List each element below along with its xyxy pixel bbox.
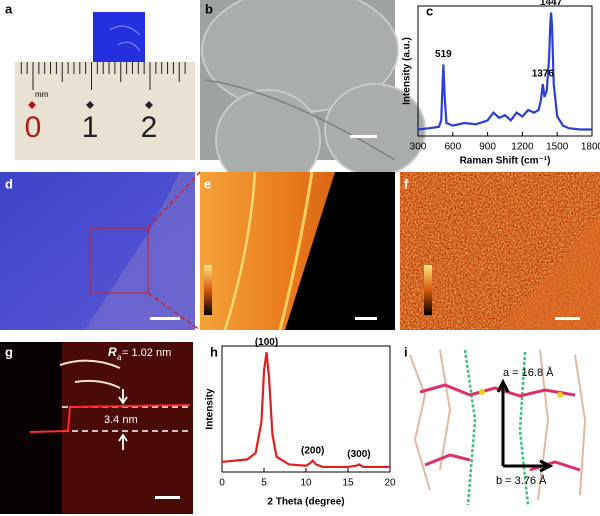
ruler-ticks	[20, 62, 186, 90]
y-axis-label: Intensity	[205, 388, 216, 430]
scale-bar	[555, 317, 580, 320]
alkyl-chain	[409, 349, 587, 501]
ruler-unit: mm	[35, 90, 49, 99]
panel-label: b	[205, 1, 213, 16]
ruler-digit: 0	[25, 111, 42, 144]
step-height: 3.4 nm	[104, 414, 138, 426]
panel-label: f	[404, 176, 409, 191]
afm-edge	[59, 359, 121, 389]
scale-bar	[350, 135, 377, 138]
lattice-arrow	[496, 378, 510, 466]
x-tick-label: 1800	[581, 142, 600, 153]
data-line	[221, 352, 390, 469]
panel-b-tem	[200, 0, 426, 191]
ruler-marker	[145, 101, 153, 109]
ruler	[15, 62, 195, 160]
panel-a-photo: mm 0 1 2	[15, 12, 195, 160]
panel-g-afm: R a = 1.02 nm 3.4 nm	[0, 342, 193, 514]
ruler-marker	[86, 101, 94, 109]
scale-bar	[355, 317, 377, 320]
ruler-marker	[28, 101, 36, 109]
substrate	[285, 172, 395, 330]
panel-e-afm	[200, 171, 395, 331]
plot-frame	[417, 5, 593, 137]
panel-label: h	[210, 344, 218, 359]
side-chain	[463, 349, 530, 506]
lattice-arrow	[503, 459, 554, 473]
substrate	[0, 342, 62, 514]
x-tick-label: 300	[410, 142, 427, 153]
x-axis-label: Raman Shift (cm⁻¹)	[460, 156, 551, 167]
x-tick-label: 5	[261, 478, 267, 489]
x-tick-label: 900	[479, 142, 496, 153]
x-tick-label: 1500	[546, 142, 569, 153]
ruler-digit: 1	[82, 111, 99, 144]
zoom-line	[147, 171, 201, 229]
panel-f-phase	[400, 172, 600, 330]
height-profile	[29, 404, 191, 433]
sulfur-atom	[479, 389, 485, 395]
film-texture	[109, 25, 141, 52]
arrow	[118, 389, 128, 405]
x-tick-label: 0	[219, 478, 225, 489]
roughness-symbol: R	[108, 345, 117, 359]
backbone	[419, 383, 576, 398]
lattice-b: b = 3.76 Å	[496, 474, 547, 487]
tem-edge	[204, 79, 396, 161]
panel-i-structure: a = 16.8 Å b = 3.76 Å	[409, 349, 587, 506]
sulfur-atom	[557, 392, 563, 398]
ruler-digit: 2	[141, 111, 158, 144]
afm-edge	[223, 171, 257, 331]
x-tick-label: 600	[444, 142, 461, 153]
scale-bar	[155, 496, 180, 499]
peak-label: 1447	[540, 0, 563, 8]
panel-label: d	[5, 176, 13, 191]
peak-label: (100)	[255, 337, 278, 348]
x-tick-label: 20	[384, 478, 396, 489]
panel-label: g	[5, 344, 13, 359]
film-sample	[93, 12, 145, 62]
roughness-subscript: a	[117, 353, 122, 362]
x-tick-label: 1200	[511, 142, 534, 153]
lattice-a: a = 16.8 Å	[503, 366, 554, 379]
zoom-box	[89, 227, 149, 294]
peak-label: (300)	[347, 449, 370, 460]
peak-label: 519	[435, 49, 452, 60]
panel-d-optical	[0, 172, 195, 330]
panel-label: e	[204, 176, 211, 191]
substrate	[500, 215, 600, 330]
x-tick-label: 10	[300, 478, 312, 489]
data-line	[417, 12, 592, 131]
arrow	[118, 433, 128, 450]
film-region	[85, 172, 195, 330]
peak-label: (200)	[301, 445, 324, 456]
panel-label: i	[404, 344, 408, 359]
panel-label: a	[5, 1, 13, 16]
color-bar	[424, 265, 432, 315]
roughness-value: = 1.02 nm	[122, 347, 171, 359]
panel-label: c	[426, 3, 433, 18]
x-axis-label: 2 Theta (degree)	[267, 497, 344, 508]
peak-label: 1376	[532, 69, 555, 80]
zoom-line	[147, 292, 201, 331]
x-tick-label: 15	[342, 478, 354, 489]
afm-edge	[278, 171, 314, 331]
scale-bar	[150, 317, 180, 320]
color-bar	[204, 265, 212, 315]
y-axis-label: Intensity (a.u.)	[402, 37, 413, 105]
